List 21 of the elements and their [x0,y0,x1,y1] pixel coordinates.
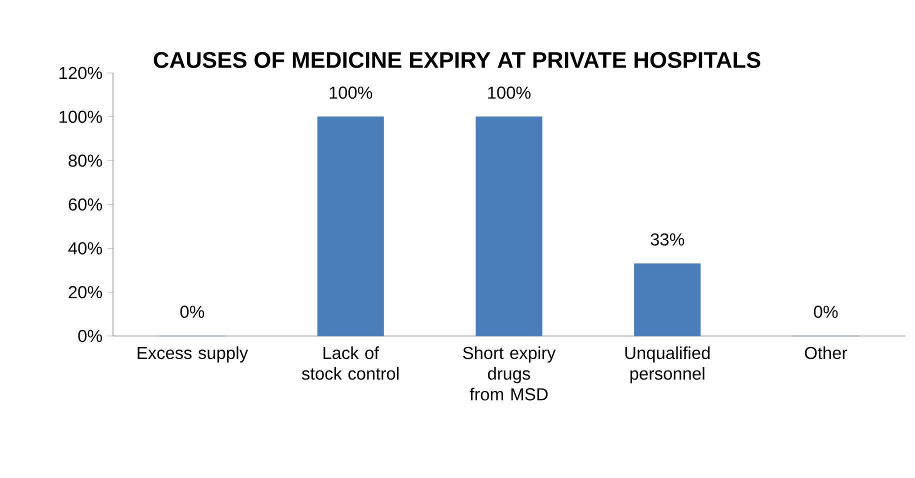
y-tick-label: 20% [68,286,102,298]
data-label: 100% [488,86,531,99]
data-label: 0% [814,306,838,318]
bar [476,116,542,336]
x-tick-label: Excess supply [138,346,248,363]
x-tick-label: Short expiry drugs from MSD [463,346,556,400]
y-tick-label: 40% [68,242,102,254]
x-tick-label: Unqualified personnel [625,346,710,384]
data-label: 100% [330,86,372,99]
y-tick-label: 80% [68,154,102,167]
data-label: 0% [180,306,204,318]
y-tick-label: 60% [68,198,102,211]
data-label: 33% [650,233,684,246]
chart-title: CAUSES OF MEDICINE EXPIRY AT PRIVATE HOSPITALS [154,52,760,68]
x-tick-label: Lack of stock control [302,346,399,380]
y-tick-label: 120% [60,66,102,80]
bar [634,263,701,336]
bar [317,116,384,336]
y-tick-label: 100% [60,110,102,123]
y-tick-label: 0% [78,330,102,342]
x-tick-label: Other [804,346,848,360]
